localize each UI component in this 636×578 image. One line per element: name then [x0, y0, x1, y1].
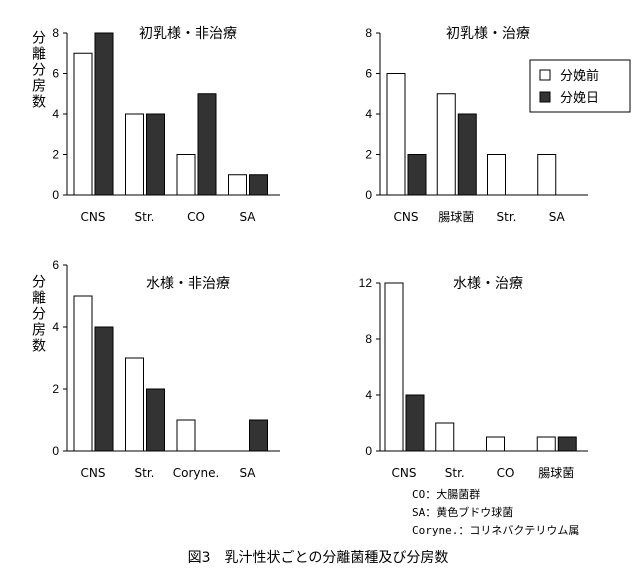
figure-caption: 図3 乳汁性状ごとの分離菌種及び分房数	[188, 549, 449, 566]
x-tick-label: SA	[549, 210, 566, 224]
bar-before	[125, 357, 144, 452]
x-tick-label: CNS	[394, 210, 419, 224]
y-tick-label: 0	[52, 444, 59, 458]
x-tick-label: Str.	[445, 466, 465, 480]
y-tick-label: 12	[359, 276, 373, 290]
bar-after	[94, 326, 114, 452]
chart-panel-1: 0 2 4 6 8 CNS Str. CO SA 初乳様・非治療 分離分房数	[30, 25, 280, 224]
bar-before	[176, 154, 196, 196]
bar-before	[486, 436, 505, 452]
chart-panel-4: 0 4 8 12 CNS Str. CO 腸球菌 水様・治療	[359, 275, 588, 480]
legend-swatch-after	[539, 91, 551, 103]
bar-after	[249, 174, 268, 196]
y-axis-label: 分離分房数	[30, 30, 46, 110]
panel-title: 初乳様・非治療	[139, 25, 237, 42]
x-tick-label: SA	[239, 466, 256, 480]
y-tick-label: 6	[365, 67, 372, 81]
y-tick-label: 2	[52, 148, 59, 162]
x-tick-label: Str.	[135, 210, 155, 224]
panel-title: 初乳様・治療	[446, 25, 530, 42]
legend-label-after: 分娩日	[560, 91, 599, 106]
chart-panel-3: 0 2 4 6 CNS Str. Coryne. SA 水様・非治療 分離分房数	[30, 258, 280, 480]
bar-before	[228, 174, 247, 196]
note-sa: SA：黄色ブドウ球菌	[412, 505, 513, 519]
y-tick-label: 4	[365, 107, 372, 121]
x-tick-label: Str.	[497, 210, 517, 224]
bar-before	[435, 422, 455, 452]
y-tick-label: 8	[365, 26, 372, 40]
bar-before	[536, 436, 556, 452]
panel-title: 水様・治療	[453, 275, 523, 292]
bar-after	[457, 113, 477, 196]
x-tick-label: CNS	[81, 210, 106, 224]
bar-after	[197, 93, 217, 196]
y-tick-label: 8	[365, 332, 372, 346]
y-tick-label: 0	[52, 188, 59, 202]
x-tick-label: 腸球菌	[438, 210, 474, 224]
bar-before	[176, 419, 196, 452]
bar-after	[146, 388, 165, 452]
bar-before	[125, 113, 144, 196]
bar-after	[405, 394, 425, 452]
bar-after	[94, 32, 114, 196]
bar-before	[537, 154, 557, 196]
y-tick-label: 2	[365, 148, 372, 162]
note-coryne: Coryne.：コリネバクテリウム属	[412, 524, 579, 537]
bar-after	[557, 436, 577, 452]
y-tick-label: 4	[365, 388, 372, 402]
x-tick-label: SA	[239, 210, 256, 224]
x-tick-label: 腸球菌	[538, 466, 574, 480]
x-tick-label: CO	[497, 466, 515, 480]
bar-before	[384, 282, 404, 452]
y-tick-label: 2	[52, 382, 59, 396]
chart-panel-2: 0 2 4 6 8 CNS 腸球菌 Str. SA 初乳様・治療	[365, 25, 588, 224]
legend: 分娩前 分娩日	[529, 59, 631, 113]
note-co: CO：大腸菌群	[412, 487, 480, 501]
bar-before	[386, 73, 406, 196]
bar-before	[73, 295, 93, 452]
bar-after	[249, 419, 268, 452]
x-tick-label: CNS	[81, 466, 106, 480]
y-tick-label: 6	[52, 67, 59, 81]
bar-after	[407, 154, 427, 196]
x-tick-label: CO	[187, 210, 205, 224]
legend-swatch-before	[539, 69, 551, 81]
y-tick-label: 4	[52, 107, 59, 121]
bar-after	[146, 113, 165, 196]
bar-before	[487, 154, 506, 196]
y-tick-label: 4	[52, 320, 59, 334]
x-tick-label: Coryne.	[173, 466, 220, 480]
legend-label-before: 分娩前	[560, 68, 599, 84]
y-tick-label: 8	[52, 26, 59, 40]
bar-before	[73, 52, 93, 196]
panel-title: 水様・非治療	[146, 275, 230, 292]
bar-before	[436, 93, 456, 196]
y-axis-label: 分離分房数	[30, 274, 46, 354]
x-tick-label: Str.	[135, 466, 155, 480]
y-tick-label: 0	[365, 444, 372, 458]
y-tick-label: 6	[52, 258, 59, 272]
x-tick-label: CNS	[392, 466, 417, 480]
y-tick-label: 0	[365, 188, 372, 202]
